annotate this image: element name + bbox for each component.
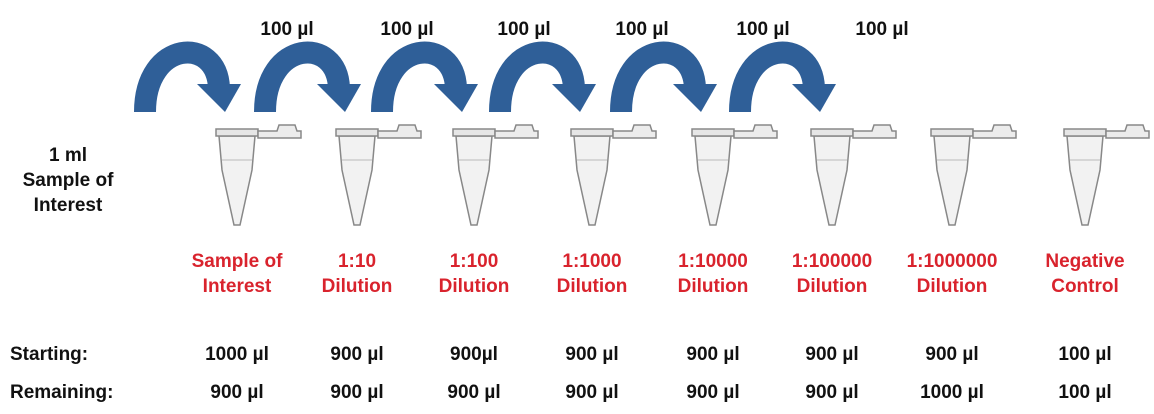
row-label: Starting: — [10, 344, 88, 365]
tube — [810, 124, 897, 226]
tube-label: 1:1000000 — [907, 251, 998, 272]
tube-body — [573, 135, 611, 226]
tube-rim — [452, 128, 496, 137]
tube-rim — [691, 128, 735, 137]
tube — [930, 124, 1017, 226]
tube-cap — [257, 124, 302, 139]
tube-label: Dilution — [678, 276, 749, 297]
transfer-arrow — [254, 41, 350, 113]
tube-body — [813, 135, 851, 226]
tube-body — [933, 135, 971, 226]
tube-rim — [930, 128, 974, 137]
tube-label: Interest — [203, 276, 272, 297]
tube-cap — [852, 124, 897, 139]
row-value: 900 µl — [565, 382, 618, 403]
row-value: 900µl — [450, 344, 498, 365]
tube-label: 1:1000 — [562, 251, 621, 272]
tube-rim — [810, 128, 854, 137]
tube-label: Control — [1051, 276, 1119, 297]
tube-rim — [570, 128, 614, 137]
tube-label: Dilution — [439, 276, 510, 297]
tube-label: 1:10000 — [678, 251, 748, 272]
transfer-arrow — [134, 41, 230, 113]
tube-body — [338, 135, 376, 226]
transfer-arrow — [371, 41, 467, 113]
row-value: 900 µl — [805, 344, 858, 365]
tube-label: Dilution — [322, 276, 393, 297]
transfer-label: 100 µl — [497, 19, 550, 40]
tube-body — [694, 135, 732, 226]
tube-label: 1:10 — [338, 251, 376, 272]
transfer-label: 100 µl — [736, 19, 789, 40]
tube — [570, 124, 657, 226]
tube — [452, 124, 539, 226]
tube — [335, 124, 422, 226]
transfer-arrow — [610, 41, 706, 113]
tube-body — [455, 135, 493, 226]
tube-cap — [972, 124, 1017, 139]
tube — [691, 124, 778, 226]
tube-cap — [612, 124, 657, 139]
tube-label: 1:100000 — [792, 251, 872, 272]
transfer-label: 100 µl — [615, 19, 668, 40]
row-label: Remaining: — [10, 382, 113, 403]
tube-body — [218, 135, 256, 226]
source-label: Sample of — [23, 170, 114, 191]
row-value: 100 µl — [1058, 344, 1111, 365]
tube-rim — [335, 128, 379, 137]
transfer-label: 100 µl — [855, 19, 908, 40]
tube — [1063, 124, 1150, 226]
arrow-head — [317, 84, 361, 112]
tube-rim — [215, 128, 259, 137]
tube-label: Dilution — [797, 276, 868, 297]
source-label: 1 ml — [49, 145, 87, 166]
row-value: 900 µl — [210, 382, 263, 403]
arrow-head — [197, 84, 241, 112]
transfer-label: 100 µl — [380, 19, 433, 40]
tube-cap — [494, 124, 539, 139]
transfer-label: 100 µl — [260, 19, 313, 40]
arrow-head — [552, 84, 596, 112]
row-value: 100 µl — [1058, 382, 1111, 403]
row-value: 900 µl — [925, 344, 978, 365]
tube-label: Dilution — [917, 276, 988, 297]
tube-label: Sample of — [192, 251, 283, 272]
row-value: 900 µl — [686, 344, 739, 365]
arrow-head — [792, 84, 836, 112]
source-label: Interest — [34, 195, 103, 216]
row-value: 1000 µl — [920, 382, 984, 403]
tube-cap — [733, 124, 778, 139]
row-value: 900 µl — [330, 382, 383, 403]
arrow-head — [673, 84, 717, 112]
tube — [215, 124, 302, 226]
row-value: 900 µl — [330, 344, 383, 365]
row-value: 900 µl — [565, 344, 618, 365]
row-value: 900 µl — [805, 382, 858, 403]
tube-label: Dilution — [557, 276, 628, 297]
tube-label: 1:100 — [450, 251, 499, 272]
transfer-arrow — [729, 41, 825, 113]
tube-cap — [377, 124, 422, 139]
row-value: 900 µl — [686, 382, 739, 403]
tube-cap — [1105, 124, 1150, 139]
tube-label: Negative — [1045, 251, 1124, 272]
row-value: 1000 µl — [205, 344, 269, 365]
row-value: 900 µl — [447, 382, 500, 403]
transfer-arrow — [489, 41, 585, 113]
arrow-head — [434, 84, 478, 112]
tube-rim — [1063, 128, 1107, 137]
tube-body — [1066, 135, 1104, 226]
